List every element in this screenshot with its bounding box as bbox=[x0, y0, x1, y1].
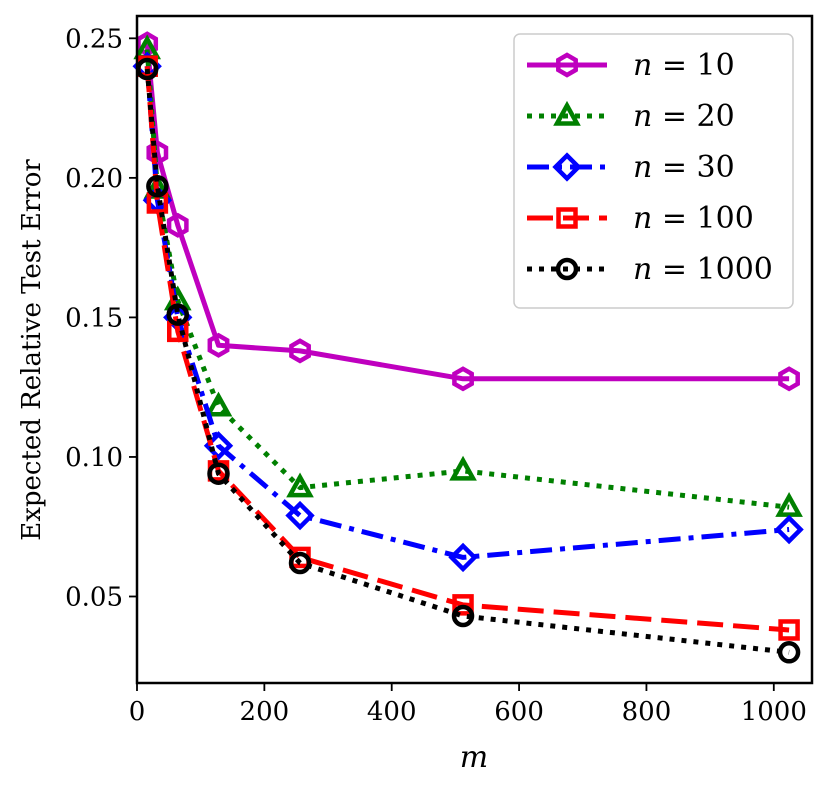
data-point bbox=[774, 514, 804, 545]
plot-frame bbox=[135, 14, 814, 685]
x-axis-label: m bbox=[460, 740, 488, 775]
legend-label: n = 10 bbox=[633, 48, 735, 83]
data-point bbox=[288, 551, 312, 575]
y-tick-label: 0.05 bbox=[65, 582, 123, 612]
data-point bbox=[207, 332, 230, 358]
y-tick-label: 0.15 bbox=[65, 303, 123, 333]
data-point bbox=[777, 641, 801, 664]
data-point bbox=[146, 140, 169, 166]
plot-content bbox=[132, 31, 804, 664]
legend-label: n = 20 bbox=[633, 99, 735, 134]
series bbox=[136, 31, 800, 392]
legend-label: n = 1000 bbox=[633, 252, 773, 287]
data-point bbox=[452, 594, 474, 616]
data-point bbox=[207, 462, 230, 485]
data-point bbox=[553, 100, 581, 126]
series-line bbox=[144, 68, 790, 655]
y-axis-label: Expected Relative Test Error bbox=[17, 159, 47, 541]
x-tick-label: 400 bbox=[367, 697, 417, 727]
x-tick-label: 1000 bbox=[741, 697, 807, 727]
axes: 0 200 400 600 800 1000 0.05 0.10 0.15 0.20 0.25 bbox=[65, 24, 807, 727]
x-tick-label: 200 bbox=[240, 697, 290, 727]
data-point bbox=[448, 542, 478, 573]
data-point bbox=[556, 207, 578, 229]
data-point bbox=[449, 455, 477, 481]
data-point bbox=[166, 303, 190, 326]
data-point bbox=[556, 52, 578, 78]
legend-box bbox=[513, 33, 794, 309]
data-point bbox=[555, 257, 579, 281]
data-point bbox=[778, 619, 800, 641]
data-point bbox=[146, 174, 169, 198]
data-point bbox=[166, 212, 189, 238]
x-tick-label: 0 bbox=[129, 697, 146, 727]
series-line bbox=[144, 66, 790, 560]
legend: n = 10 n = 20 n = 30 n = 100 n = 1000 bbox=[513, 33, 794, 309]
x-tick-label: 800 bbox=[622, 697, 672, 727]
data-point bbox=[552, 152, 582, 182]
data-point bbox=[286, 472, 314, 498]
data-point bbox=[285, 500, 315, 531]
legend-label: n = 100 bbox=[633, 201, 754, 236]
y-tick-label: 0.20 bbox=[65, 164, 123, 194]
y-tick-label: 0.10 bbox=[65, 443, 123, 473]
x-tick-label: 600 bbox=[494, 697, 544, 727]
data-point bbox=[204, 391, 233, 417]
y-tick-label: 0.25 bbox=[65, 24, 123, 54]
data-point bbox=[775, 492, 803, 517]
data-point bbox=[289, 338, 311, 364]
data-point bbox=[452, 366, 474, 392]
data-point bbox=[451, 604, 475, 628]
data-point bbox=[778, 366, 800, 392]
legend-label: n = 30 bbox=[633, 150, 735, 185]
series-line bbox=[144, 43, 790, 382]
